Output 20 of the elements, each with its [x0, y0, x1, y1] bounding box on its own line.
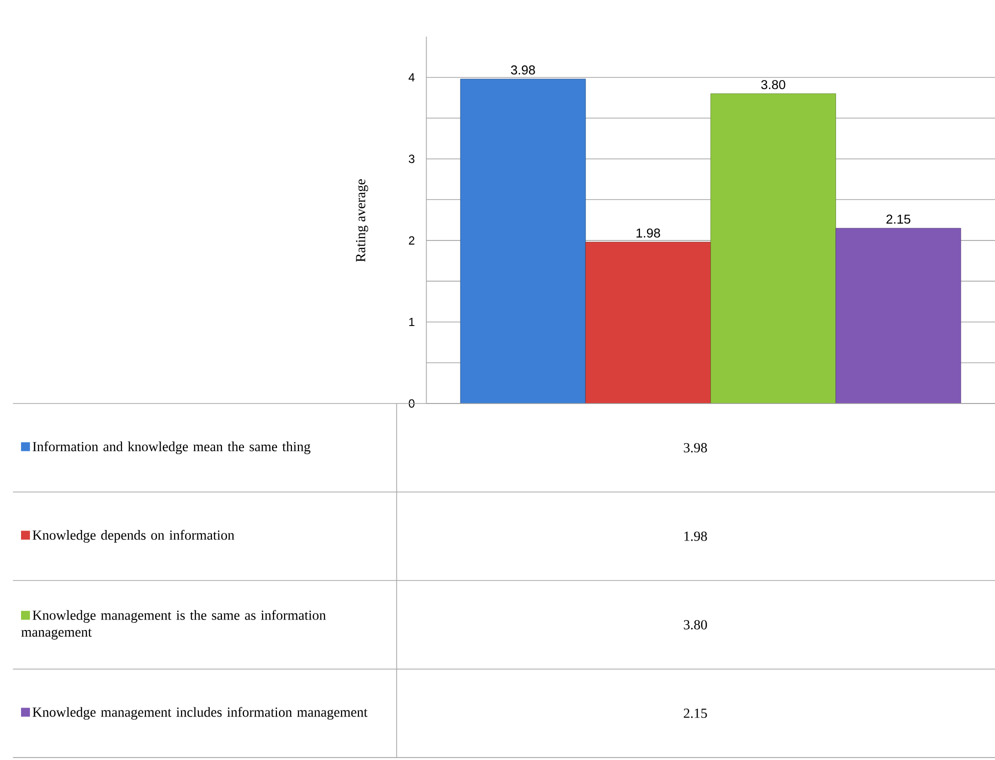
text: 1.98 [684, 532, 707, 542]
legend-label: Knowledge depends on information [32, 530, 234, 543]
text: 3.80 [684, 620, 707, 630]
y-tick-label: 2 [408, 236, 414, 245]
data-label: 1.98 [636, 228, 660, 238]
legend-label: Knowledge management includes information management [32, 707, 368, 720]
legend-label: Information and knowledge mean the same thing [32, 442, 310, 454]
bar [710, 94, 836, 404]
data-label: 3.80 [761, 80, 786, 90]
bar [460, 78, 586, 404]
y-tick-label: 0 [408, 400, 414, 408]
data-label: 2.15 [886, 214, 910, 224]
y-tick-label: 1 [409, 318, 414, 326]
y-axis-title: Rating average [356, 180, 368, 262]
y-tick-label: 4 [408, 73, 415, 82]
text: 2.15 [684, 708, 707, 718]
legend-label: Knowledge management is the same as information management [21, 610, 326, 640]
y-tick-label: 3 [408, 154, 414, 164]
text: 3.98 [684, 443, 707, 453]
data-label: 3.98 [510, 66, 535, 75]
